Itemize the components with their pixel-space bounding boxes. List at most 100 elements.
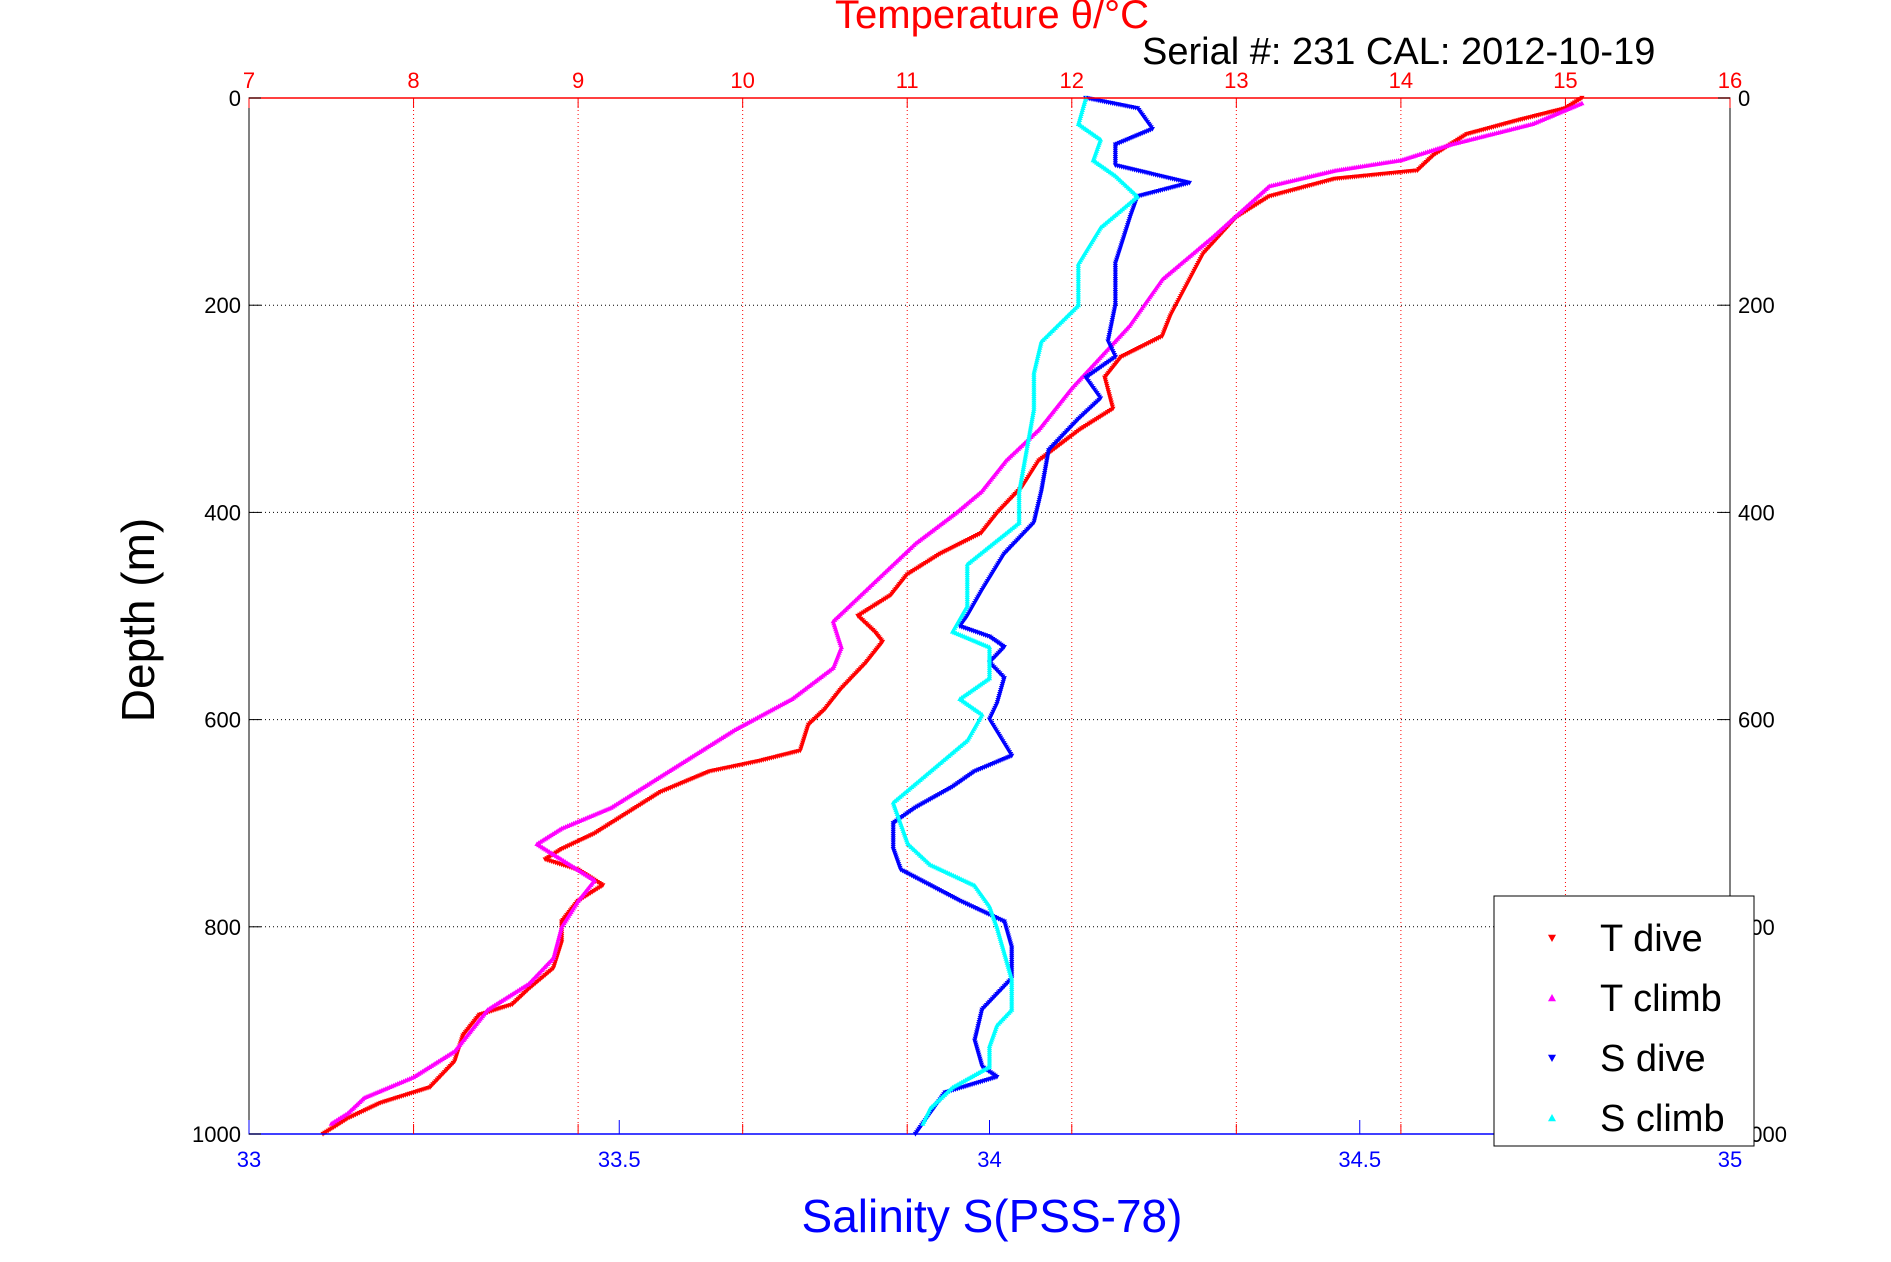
point-s-climb xyxy=(1021,460,1027,465)
legend-marker xyxy=(1548,1054,1556,1062)
left-tick-label: 1000 xyxy=(192,1122,241,1147)
right-tick-label: 200 xyxy=(1738,293,1775,318)
top-tick-label: 8 xyxy=(407,68,419,93)
point-s-climb xyxy=(1029,414,1036,420)
legend-label: T dive xyxy=(1600,918,1703,960)
point-s-climb xyxy=(1025,441,1031,447)
left-tick-label: 400 xyxy=(204,500,241,525)
bottom-tick-label: 35 xyxy=(1718,1147,1742,1172)
legend-marker xyxy=(1548,1114,1556,1122)
point-s-climb xyxy=(1022,453,1029,459)
serial-cal-label: Serial #: 231 CAL: 2012-10-19 xyxy=(1142,31,1655,73)
point-s-climb xyxy=(1027,428,1033,434)
point-s-climb xyxy=(1030,408,1037,413)
point-s-climb xyxy=(1026,431,1033,436)
point-s-climb xyxy=(1023,451,1029,457)
data-points xyxy=(320,95,1585,1137)
point-s-climb xyxy=(1023,449,1029,455)
series-t-climb xyxy=(328,100,1585,1126)
axes: 7 8 9 10 11 12 13 14 15 16 33 33.5 34 34.5 35 0 0 200 200 4… xyxy=(192,68,1787,1172)
point-s-climb xyxy=(1038,340,1044,346)
point-s-climb xyxy=(1028,422,1034,428)
bottom-tick-label: 33 xyxy=(237,1147,261,1172)
point-s-climb xyxy=(1018,478,1024,484)
point-s-climb xyxy=(1035,353,1041,359)
top-tick-label: 16 xyxy=(1718,68,1742,93)
legend-label: S climb xyxy=(1600,1098,1725,1140)
point-s-climb xyxy=(1025,437,1031,442)
bottom-tick-label: 33.5 xyxy=(598,1147,641,1172)
legend-label: T climb xyxy=(1600,978,1722,1020)
top-tick-label: 12 xyxy=(1060,68,1084,93)
point-s-climb xyxy=(1020,466,1026,471)
point-s-climb xyxy=(1026,433,1032,438)
point-s-climb xyxy=(1024,445,1030,451)
left-tick-label: 800 xyxy=(204,915,241,940)
top-tick-label: 11 xyxy=(896,68,919,93)
top-tick-label: 13 xyxy=(1224,68,1248,93)
point-s-climb xyxy=(1030,410,1036,416)
point-t-climb xyxy=(328,1121,334,1126)
series-t-dive xyxy=(320,95,1585,1137)
top-tick-label: 15 xyxy=(1553,68,1577,93)
point-s-climb xyxy=(1032,365,1038,371)
point-s-climb xyxy=(1036,347,1042,352)
point-s-climb xyxy=(1029,416,1035,422)
point-s-climb xyxy=(920,1121,926,1126)
top-tick-label: 14 xyxy=(1389,68,1413,93)
point-s-climb xyxy=(1030,412,1036,418)
point-s-climb xyxy=(1031,406,1037,411)
left-tick-label: 0 xyxy=(229,86,241,111)
point-s-climb xyxy=(1024,443,1030,449)
point-s-climb xyxy=(1022,455,1028,461)
point-s-climb xyxy=(1033,361,1039,367)
point-s-climb xyxy=(1018,480,1024,486)
point-s-climb xyxy=(1026,435,1032,440)
point-s-climb xyxy=(1032,363,1039,369)
point-s-climb xyxy=(1018,476,1024,482)
point-s-climb xyxy=(1036,349,1042,354)
legend: T dive T climb S dive S climb xyxy=(1493,895,1755,1147)
point-s-climb xyxy=(1025,439,1031,445)
series-s-climb xyxy=(890,95,1141,1126)
top-tick-label: 9 xyxy=(572,68,584,93)
point-s-climb xyxy=(1037,345,1043,350)
right-tick-label: 0 xyxy=(1738,86,1750,111)
point-s-climb xyxy=(1020,468,1026,474)
point-s-climb xyxy=(1019,470,1026,476)
x-axis-label: Salinity S(PSS-78) xyxy=(802,1190,1183,1242)
point-s-climb xyxy=(1034,355,1040,361)
point-s-climb xyxy=(1020,464,1027,469)
legend-marker xyxy=(1548,934,1556,942)
legend-marker xyxy=(1548,994,1556,1002)
point-s-climb xyxy=(1017,482,1023,488)
point-s-climb xyxy=(1035,351,1041,356)
left-tick-label: 600 xyxy=(204,708,241,733)
y-axis-label: Depth (m) xyxy=(112,518,164,722)
bottom-tick-label: 34.5 xyxy=(1338,1147,1381,1172)
top-axis-title: Temperature θ/°C xyxy=(835,0,1149,37)
point-s-climb xyxy=(1028,420,1034,426)
right-tick-label: 400 xyxy=(1738,500,1775,525)
point-s-climb xyxy=(1031,367,1038,373)
point-s-climb xyxy=(1021,462,1027,467)
series-s-dive xyxy=(890,95,1193,1137)
top-tick-label: 10 xyxy=(730,68,754,93)
right-tick-label: 600 xyxy=(1738,708,1775,733)
point-s-climb xyxy=(1033,359,1039,365)
point-s-climb xyxy=(1038,338,1044,344)
legend-label: S dive xyxy=(1600,1038,1706,1080)
bottom-tick-label: 34 xyxy=(977,1147,1001,1172)
point-s-climb xyxy=(1037,343,1043,348)
point-s-climb xyxy=(1019,472,1025,478)
point-s-climb xyxy=(1027,426,1033,432)
point-s-climb xyxy=(1019,474,1025,480)
point-s-climb xyxy=(1017,484,1023,490)
point-s-climb xyxy=(1016,487,1023,492)
point-s-climb xyxy=(1027,424,1034,430)
point-s-climb xyxy=(1023,447,1030,453)
legend-box xyxy=(1493,895,1755,1147)
point-s-climb xyxy=(1029,418,1035,424)
top-tick-label: 7 xyxy=(243,68,255,93)
